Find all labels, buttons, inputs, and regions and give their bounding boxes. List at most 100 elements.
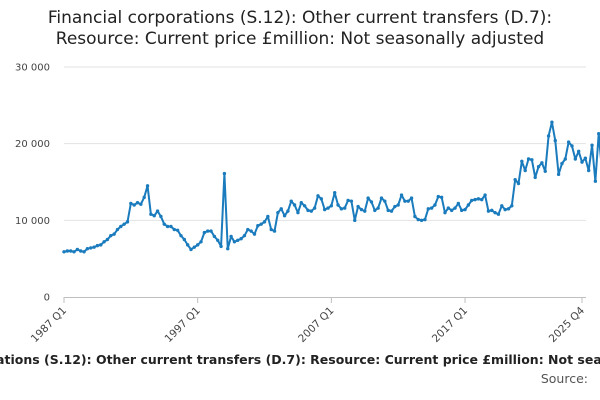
data-point: [306, 208, 310, 213]
data-point: [142, 195, 146, 200]
data-point: [496, 212, 501, 216]
data-point: [249, 229, 253, 233]
data-point: [276, 210, 280, 215]
data-point: [546, 134, 551, 138]
data-point: [182, 237, 187, 242]
data-point: [252, 232, 257, 236]
y-tick-label: 10 000: [15, 216, 50, 227]
data-point: [359, 207, 364, 212]
data-point: [266, 214, 270, 219]
data-point: [403, 199, 407, 203]
data-point: [82, 250, 86, 254]
data-point: [490, 208, 494, 213]
data-point: [309, 209, 313, 213]
data-point: [409, 196, 414, 200]
data-point: [550, 120, 554, 124]
series-points: [62, 120, 600, 254]
data-point: [262, 220, 267, 224]
data-point: [122, 222, 126, 226]
data-point: [463, 207, 467, 212]
data-point: [449, 208, 454, 213]
data-point: [132, 203, 136, 207]
data-point: [282, 214, 287, 218]
data-point: [226, 247, 230, 251]
data-point: [429, 206, 434, 210]
data-point: [580, 160, 584, 164]
data-point: [443, 210, 447, 215]
data-point: [246, 227, 250, 232]
data-point: [540, 161, 544, 165]
data-point: [520, 159, 524, 163]
data-point: [597, 132, 600, 136]
data-point: [212, 234, 217, 239]
data-point: [85, 247, 90, 251]
data-point: [185, 243, 190, 247]
chart-caption-text: Financial corporations (S.12): Other cur…: [0, 352, 600, 367]
y-axis-ticks: 0 10 000 20 000 30 000: [15, 63, 50, 304]
y-tick-label: 30 000: [15, 63, 50, 74]
data-point: [523, 168, 527, 173]
data-point: [312, 206, 317, 210]
data-point: [169, 224, 173, 229]
data-point: [112, 232, 116, 236]
data-point: [75, 247, 80, 252]
data-point: [195, 243, 200, 247]
data-point: [563, 157, 567, 161]
data-point: [145, 184, 150, 188]
data-point: [333, 191, 337, 195]
data-point: [125, 220, 130, 224]
data-point: [89, 246, 93, 250]
data-point: [426, 207, 430, 211]
data-point: [570, 144, 574, 148]
data-point: [286, 209, 290, 213]
data-point: [416, 217, 420, 222]
data-point: [155, 209, 160, 213]
data-point: [453, 206, 457, 210]
data-point: [152, 214, 156, 218]
x-axis-ticks: 1987 Q1 1997 Q1 2007 Q1 2017 Q1 2025 Q4: [29, 297, 587, 345]
data-point: [232, 240, 237, 244]
data-point: [72, 250, 76, 254]
data-point: [553, 138, 557, 143]
data-point: [239, 237, 243, 241]
data-point: [590, 143, 594, 147]
data-point: [346, 198, 350, 203]
data-point: [296, 210, 300, 215]
data-point: [236, 238, 240, 242]
data-point: [79, 249, 83, 253]
data-point: [543, 169, 547, 173]
data-point: [256, 224, 260, 228]
data-point: [189, 247, 193, 252]
data-point: [316, 194, 320, 198]
data-point: [419, 218, 424, 223]
data-point: [279, 207, 283, 211]
data-point: [433, 203, 437, 207]
data-point: [329, 204, 334, 208]
data-point: [92, 245, 96, 249]
data-point: [319, 197, 324, 201]
data-point: [459, 208, 464, 213]
data-point: [363, 209, 367, 213]
data-point: [476, 197, 481, 201]
data-point: [172, 227, 176, 232]
data-point: [222, 171, 227, 176]
data-point: [593, 179, 598, 183]
chart-title: Financial corporations (S.12): Other cur…: [0, 8, 600, 50]
data-point: [486, 209, 491, 213]
data-point: [500, 204, 504, 208]
data-point: [369, 200, 374, 204]
data-point: [556, 172, 561, 177]
data-point: [62, 250, 66, 254]
data-point: [536, 164, 541, 169]
data-point: [466, 203, 471, 207]
data-point: [526, 157, 531, 161]
data-point: [573, 157, 578, 161]
series-line: [63, 121, 600, 253]
data-point: [503, 207, 507, 212]
x-tick-label: 1987 Q1: [29, 305, 69, 345]
data-point: [149, 212, 153, 216]
data-point: [510, 204, 514, 208]
data-point: [272, 229, 277, 233]
data-point: [209, 229, 213, 233]
data-point: [376, 206, 380, 210]
